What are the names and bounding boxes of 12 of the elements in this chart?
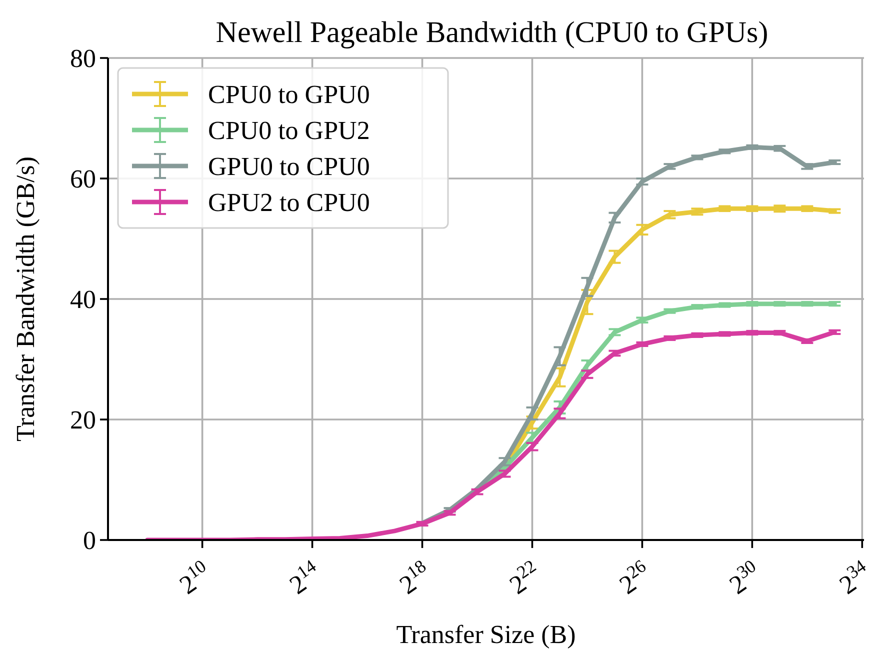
legend-label: CPU0 to GPU2 [208,116,370,146]
y-tick-label: 60 [70,164,96,194]
chart-title: Newell Pageable Bandwidth (CPU0 to GPUs) [216,16,768,49]
y-tick-label: 80 [70,44,96,74]
x-axis-title: Transfer Size (B) [396,620,576,649]
y-axis-title: Transfer Bandwidth (GB/s) [11,156,40,442]
y-tick-label: 20 [70,406,96,435]
y-tick-label: 0 [83,526,96,556]
y-tick-label: 40 [70,285,96,314]
legend-label: CPU0 to GPU0 [208,80,370,110]
legend-label: GPU2 to CPU0 [208,188,370,218]
legend-label: GPU0 to CPU0 [208,152,370,182]
